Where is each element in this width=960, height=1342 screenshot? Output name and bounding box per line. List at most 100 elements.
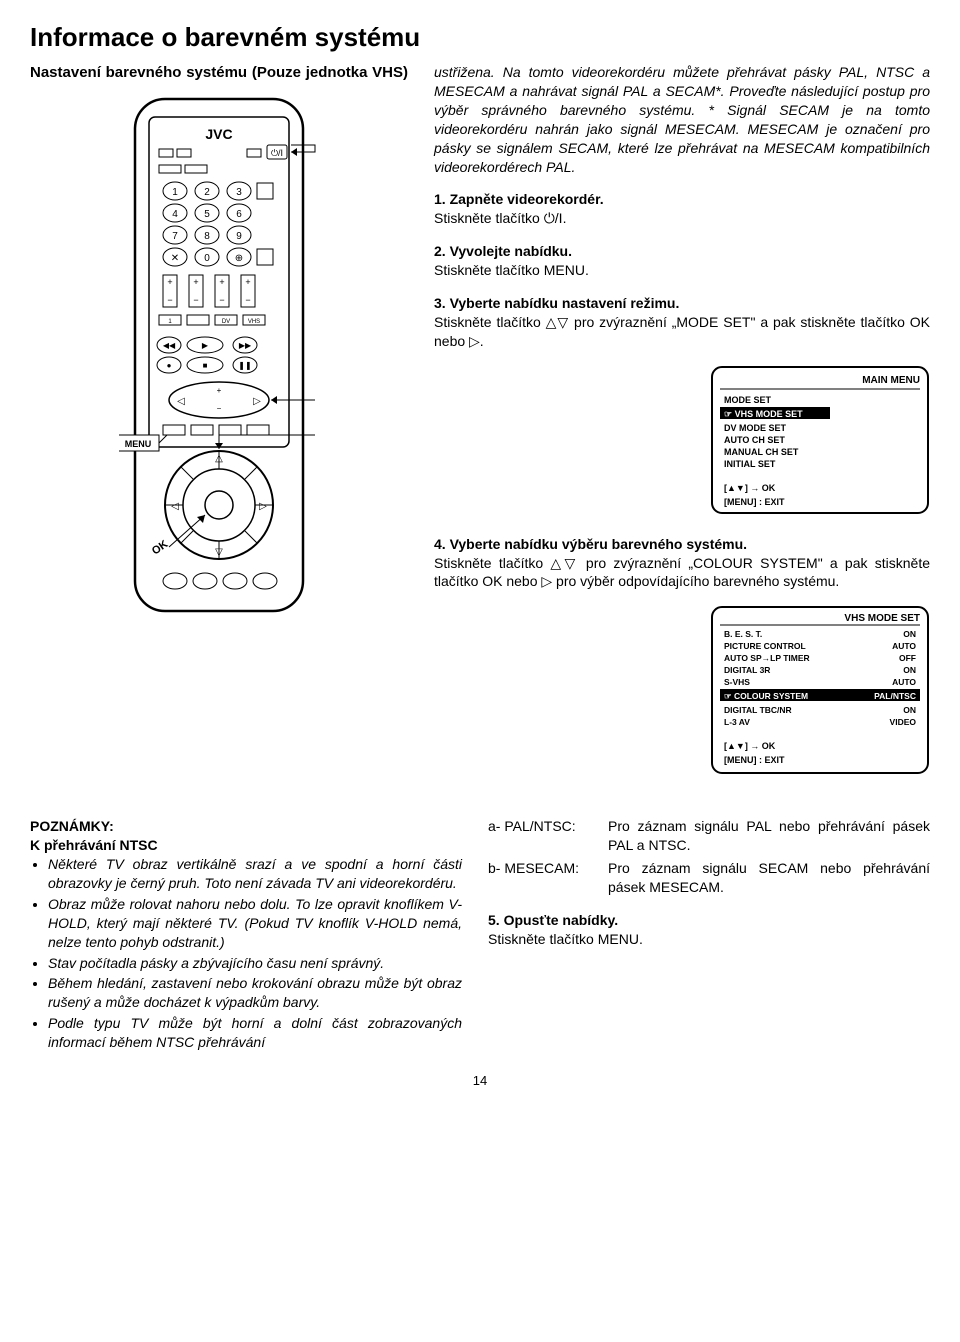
svg-text:AUTO: AUTO: [892, 677, 916, 687]
signal-desc: Pro záznam signálu SECAM nebo přehrávání…: [608, 859, 930, 897]
svg-text:■: ■: [203, 361, 208, 370]
note-item: Některé TV obraz vertikálně srazí a ve s…: [48, 855, 462, 893]
svg-text:2: 2: [204, 187, 210, 198]
step-1: 1. Zapněte videorekordér. Stiskněte tlač…: [434, 190, 930, 228]
signal-label: a- PAL/NTSC:: [488, 817, 598, 855]
step-4-body: Stiskněte tlačítko △▽ pro zvýraznění „CO…: [434, 555, 930, 590]
main-columns: Nastavení barevného systému (Pouze jedno…: [30, 63, 930, 795]
step-2-body: Stiskněte tlačítko MENU.: [434, 262, 589, 278]
step-4: 4. Vyberte nabídku výběru barevného syst…: [434, 535, 930, 592]
step-4-num: 4.: [434, 536, 446, 552]
notes-list: Některé TV obraz vertikálně srazí a ve s…: [30, 855, 462, 1052]
svg-text:●: ●: [167, 361, 172, 370]
remote-brand-text: JVC: [205, 126, 232, 142]
page-title: Informace o barevném systému: [30, 20, 930, 55]
svg-text:6: 6: [236, 209, 242, 220]
svg-text:VIDEO: VIDEO: [890, 717, 917, 727]
step-2-title: Vyvolejte nabídku.: [450, 243, 572, 259]
svg-text:MANUAL CH SET: MANUAL CH SET: [724, 447, 799, 457]
svg-text:◀◀: ◀◀: [163, 341, 176, 350]
step-1-body: Stiskněte tlačítko ⏻/I.: [434, 210, 566, 226]
vhs-menu-screenshot: VHS MODE SET B. E. S. T. ON PICTURE CONTR…: [710, 605, 930, 775]
svg-text:PAL/NTSC: PAL/NTSC: [874, 691, 916, 701]
svg-text:▷: ▷: [259, 501, 267, 512]
step-5: 5. Opusťte nabídky. Stiskněte tlačítko M…: [488, 911, 930, 949]
svg-text:MENU: MENU: [125, 439, 152, 449]
svg-text:AUTO SP→LP TIMER: AUTO SP→LP TIMER: [724, 653, 810, 663]
step-2-num: 2.: [434, 243, 446, 259]
svg-text:−: −: [167, 295, 172, 305]
step-3-title: Vyberte nabídku nastavení režimu.: [450, 295, 680, 311]
svg-text:L-3 AV: L-3 AV: [724, 717, 750, 727]
step-4-title: Vyberte nabídku výběru barevného systému…: [450, 536, 747, 552]
step-5-num: 5.: [488, 912, 500, 928]
svg-text:▷: ▷: [253, 396, 261, 407]
step-1-num: 1.: [434, 191, 446, 207]
right-column: ustřižena. Na tomto videorekordéru můžet…: [434, 63, 930, 795]
signals-column: a- PAL/NTSC: Pro záznam signálu PAL nebo…: [488, 817, 930, 1054]
svg-text:PICTURE CONTROL: PICTURE CONTROL: [724, 641, 806, 651]
svg-text:[▲▼] → OK: [▲▼] → OK: [724, 483, 776, 493]
svg-text:4: 4: [172, 209, 178, 220]
svg-text:▶: ▶: [202, 341, 209, 350]
step-5-title: Opusťte nabídky.: [504, 912, 619, 928]
svg-text:+: +: [217, 386, 222, 395]
svg-text:DIGITAL TBC/NR: DIGITAL TBC/NR: [724, 705, 792, 715]
svg-text:◁: ◁: [177, 396, 185, 407]
svg-text:5: 5: [204, 209, 210, 220]
svg-text:ON: ON: [903, 705, 916, 715]
svg-text:ON: ON: [903, 629, 916, 639]
page-number: 14: [30, 1072, 930, 1090]
notes-heading: POZNÁMKY:: [30, 817, 462, 836]
svg-text:[MENU] : EXIT: [MENU] : EXIT: [724, 497, 785, 507]
svg-text:DV: DV: [222, 319, 230, 325]
svg-text:☞ VHS MODE SET: ☞ VHS MODE SET: [724, 409, 803, 419]
svg-text:B. E. S. T.: B. E. S. T.: [724, 629, 762, 639]
svg-text:▽: ▽: [215, 547, 223, 558]
step-3: 3. Vyberte nabídku nastavení režimu. Sti…: [434, 294, 930, 351]
signal-row: b- MESECAM: Pro záznam signálu SECAM neb…: [488, 859, 930, 897]
step-2: 2. Vyvolejte nabídku. Stiskněte tlačítko…: [434, 242, 930, 280]
svg-text:S-VHS: S-VHS: [724, 677, 750, 687]
signal-label: b- MESECAM:: [488, 859, 598, 897]
left-column: Nastavení barevného systému (Pouze jedno…: [30, 63, 408, 795]
note-item: Stav počítadla pásky a zbývajícího času …: [48, 954, 462, 973]
svg-text:INITIAL SET: INITIAL SET: [724, 459, 776, 469]
svg-text:MODE SET: MODE SET: [724, 395, 772, 405]
svg-text:7: 7: [172, 231, 178, 242]
svg-text:DV MODE SET: DV MODE SET: [724, 423, 787, 433]
signal-row: a- PAL/NTSC: Pro záznam signálu PAL nebo…: [488, 817, 930, 855]
bottom-columns: POZNÁMKY: K přehrávání NTSC Některé TV o…: [30, 817, 930, 1054]
step-3-num: 3.: [434, 295, 446, 311]
svg-text:3: 3: [236, 187, 242, 198]
left-heading: Nastavení barevného systému (Pouze jedno…: [30, 63, 408, 83]
svg-text:DIGITAL 3R: DIGITAL 3R: [724, 665, 770, 675]
svg-text:☞ COLOUR SYSTEM: ☞ COLOUR SYSTEM: [724, 691, 808, 701]
svg-text:✕: ✕: [171, 253, 179, 264]
svg-text:ON: ON: [903, 665, 916, 675]
svg-text:[MENU] : EXIT: [MENU] : EXIT: [724, 755, 785, 765]
svg-text:▶▶: ▶▶: [239, 341, 252, 350]
svg-text:❚❚: ❚❚: [238, 361, 251, 370]
svg-text:⏻/I: ⏻/I: [271, 148, 283, 158]
step-1-title: Zapněte videorekordér.: [450, 191, 604, 207]
svg-text:−: −: [219, 295, 224, 305]
svg-text:OFF: OFF: [899, 653, 916, 663]
svg-text:⊕: ⊕: [235, 253, 243, 264]
svg-text:9: 9: [236, 231, 242, 242]
svg-text:VHS: VHS: [248, 319, 260, 325]
intro-paragraph: ustřižena. Na tomto videorekordéru můžet…: [434, 63, 930, 176]
notes-subheading: K přehrávání NTSC: [30, 836, 462, 855]
svg-text:+: +: [167, 277, 172, 287]
svg-text:AUTO CH SET: AUTO CH SET: [724, 435, 785, 445]
remote-illustration: JVC ⏻/I 1 2 3 4: [119, 95, 319, 615]
svg-text:◁: ◁: [171, 501, 179, 512]
svg-text:VHS MODE SET: VHS MODE SET: [844, 613, 920, 624]
step-3-body: Stiskněte tlačítko △▽ pro zvýraznění „MO…: [434, 314, 930, 349]
svg-text:+: +: [245, 277, 250, 287]
svg-text:1: 1: [172, 187, 178, 198]
svg-text:MAIN MENU: MAIN MENU: [862, 375, 920, 386]
main-menu-screenshot: MAIN MENU MODE SET ☞ VHS MODE SET DV MOD…: [710, 365, 930, 515]
svg-text:8: 8: [204, 231, 210, 242]
svg-text:−: −: [193, 295, 198, 305]
